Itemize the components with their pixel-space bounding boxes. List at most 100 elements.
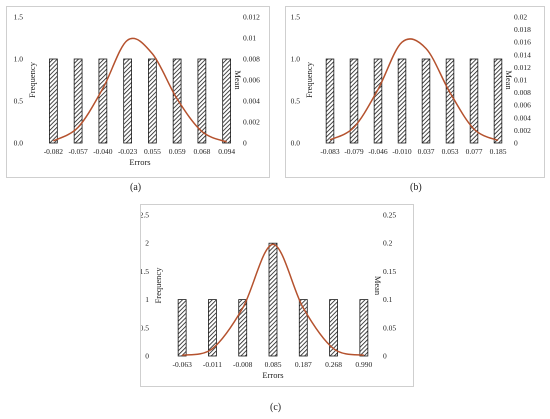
frequency-bar [123, 58, 132, 144]
y2-axis-title: Mean [233, 70, 243, 90]
y-tick-label: 0.0 [291, 139, 301, 148]
y2-tick-label: 0.008 [243, 55, 260, 64]
y2-tick-label: 0.01 [243, 34, 256, 43]
x-tick-label: -0.083 [320, 147, 340, 156]
y-tick-label: 1.0 [291, 55, 301, 64]
y2-tick-label: 0.01 [514, 76, 527, 85]
y-tick-label: 2 [145, 239, 149, 248]
y-tick-label: 1 [145, 295, 149, 304]
panel-label-a: (a) [130, 182, 142, 193]
x-axis-title: Errors [129, 157, 150, 167]
y-tick-label: 1.0 [14, 55, 24, 64]
chart-panel-b: 0.0 0.5 1.0 1.5 0 0.002 0.004 0.006 0.008 0.01 0.0… [285, 6, 545, 178]
x-tick-label: 0.037 [418, 147, 435, 156]
y2-tick-label: 0.012 [514, 63, 531, 72]
x-tick-label: -0.023 [118, 147, 138, 156]
frequency-bar [298, 299, 308, 357]
frequency-bar [208, 299, 217, 357]
y2-tick-label: 0.006 [243, 76, 260, 85]
panel-label-b: (b) [410, 182, 422, 193]
chart-b: 0.0 0.5 1.0 1.5 0 0.002 0.004 0.006 0.008 0.01 0.0… [291, 13, 532, 157]
frequency-bar [222, 58, 231, 144]
chart-c: 0 0.5 1 1.5 2 2.5 0 0.05 0.1 0.15 0.2 0.25 -0.063 -0.… [141, 211, 396, 381]
y2-tick-label: 0.002 [514, 126, 531, 135]
y2-tick-label: 0.016 [514, 38, 531, 47]
x-tick-label: 0.055 [144, 147, 161, 156]
y2-axis-title: Mean [373, 276, 383, 296]
frequency-bar [469, 58, 479, 144]
x-tick-label: 0.268 [325, 360, 342, 369]
x-tick-label: -0.008 [233, 360, 253, 369]
x-tick-label: -0.063 [172, 360, 192, 369]
y-axis-title: Frequency [304, 61, 314, 98]
frequency-bar [493, 58, 503, 144]
panel-label-c: (c) [270, 402, 282, 413]
frequency-bar [177, 299, 187, 357]
y2-tick-label: 0.15 [383, 267, 396, 276]
y2-tick-label: 0 [383, 352, 387, 361]
y-tick-label: 0.0 [14, 139, 24, 148]
chart-panel-a: 0.0 0.5 1.0 1.5 0 0.002 0.004 0.006 0.008 0.01 0.0… [6, 6, 270, 178]
x-tick-label: -0.010 [392, 147, 412, 156]
x-tick-label: -0.082 [44, 147, 64, 156]
frequency-bar [445, 58, 455, 144]
y-tick-label: 0.5 [141, 323, 149, 332]
y2-tick-label: 0.008 [514, 88, 531, 97]
chart-panel-c: 0 0.5 1 1.5 2 2.5 0 0.05 0.1 0.15 0.2 0.25 -0.063 -0.… [140, 204, 414, 387]
y2-tick-label: 0.018 [514, 25, 531, 34]
mean-curve [53, 37, 227, 143]
x-tick-label: -0.046 [368, 147, 388, 156]
y2-tick-label: 0 [514, 139, 518, 148]
frequency-bar [73, 58, 83, 144]
chart-a: 0.0 0.5 1.0 1.5 0 0.002 0.004 0.006 0.008 0.01 0.0… [14, 13, 261, 168]
mean-curve [181, 243, 365, 357]
y2-tick-label: 0.014 [514, 50, 531, 59]
frequency-bar [373, 58, 383, 144]
x-tick-label: -0.079 [344, 147, 364, 156]
x-axis-title: Errors [262, 370, 283, 380]
y-tick-label: 1.5 [14, 13, 24, 22]
frequency-bar [325, 58, 335, 144]
frequency-bar [329, 299, 338, 357]
y2-tick-label: 0.05 [383, 323, 396, 332]
x-tick-label: -0.011 [203, 360, 222, 369]
y-axis-title: Frequency [153, 267, 163, 304]
y2-tick-label: 0.004 [514, 113, 531, 122]
mean-curve [329, 38, 499, 142]
y2-tick-label: 0.25 [383, 211, 396, 220]
y2-tick-label: 0.012 [243, 13, 260, 22]
x-tick-label: 0.185 [490, 147, 507, 156]
x-tick-label: 0.187 [295, 360, 312, 369]
x-tick-label: -0.040 [93, 147, 113, 156]
x-tick-label: 0.990 [355, 360, 372, 369]
y-tick-label: 0.5 [14, 97, 24, 106]
y2-tick-label: 0.006 [514, 101, 531, 110]
frequency-bar [268, 242, 278, 357]
x-tick-label: 0.053 [442, 147, 459, 156]
y2-tick-label: 0 [243, 139, 247, 148]
y-tick-label: 1.5 [141, 267, 149, 276]
y2-axis-title: Mean [504, 70, 514, 90]
x-tick-label: 0.068 [193, 147, 210, 156]
y-tick-label: 2.5 [141, 211, 149, 220]
frequency-bar [197, 58, 207, 144]
frequency-bar [98, 58, 108, 144]
frequency-bar [349, 58, 359, 144]
y-tick-label: 0 [145, 352, 149, 361]
frequency-bar [421, 58, 431, 144]
y2-tick-label: 0.2 [383, 239, 393, 248]
x-tick-label: 0.077 [466, 147, 483, 156]
frequency-bar [148, 58, 157, 144]
y-tick-label: 0.5 [291, 97, 301, 106]
frequency-bar [397, 58, 407, 144]
frequency-bar [172, 58, 182, 144]
x-tick-label: 0.059 [169, 147, 186, 156]
frequency-bar [238, 299, 248, 357]
x-tick-label: 0.085 [265, 360, 282, 369]
y2-tick-label: 0.1 [383, 295, 393, 304]
y-axis-title: Frequency [27, 61, 37, 98]
x-tick-label: -0.057 [68, 147, 88, 156]
frequency-bar [49, 58, 58, 144]
x-tick-label: 0.094 [218, 147, 235, 156]
y2-tick-label: 0.002 [243, 118, 260, 127]
